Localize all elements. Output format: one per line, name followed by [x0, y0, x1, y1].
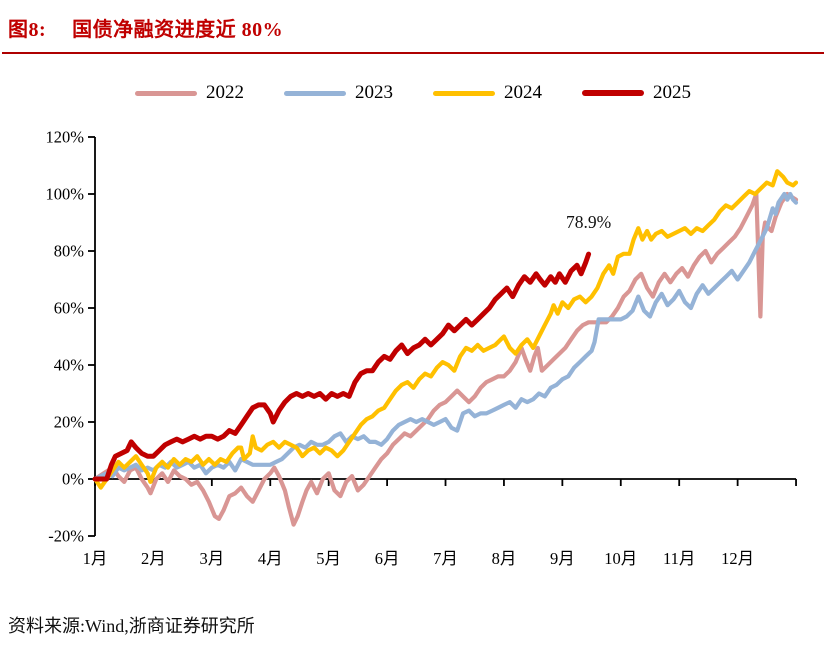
- figure-number: 图8:: [8, 19, 47, 41]
- legend-item-2025: 2025: [582, 82, 691, 104]
- x-axis-label: 7月: [433, 549, 458, 568]
- legend-line-icon: [582, 90, 644, 96]
- y-axis-label: 100%: [46, 185, 85, 204]
- chart-legend: 2022 2023 2024 2025: [0, 82, 826, 104]
- figure-title: 图8: 国债净融资进度近 80%: [0, 0, 826, 42]
- line-chart: -20% 0% 20% 40% 60% 80% 100% 120% 1月 2月 3月 4月 5月 6月 7月…: [46, 128, 799, 568]
- series-line-2025: [92, 251, 592, 482]
- x-axis-label: 12月: [721, 549, 754, 568]
- figure-title-text: 国债净融资进度近 80%: [72, 19, 284, 41]
- x-axis-label: 9月: [550, 549, 575, 568]
- series-line-2023: [92, 191, 799, 482]
- legend-label: 2023: [355, 82, 393, 103]
- title-divider: [2, 52, 824, 54]
- legend-label: 2025: [653, 82, 691, 103]
- x-axis-label: 5月: [316, 549, 341, 568]
- series-line-2022: [92, 191, 799, 527]
- x-axis-label: 2月: [141, 549, 166, 568]
- x-axis-label: 11月: [663, 549, 695, 568]
- y-axis-label: 80%: [54, 242, 85, 261]
- x-axis-label: 3月: [199, 549, 224, 568]
- legend-item-2023: 2023: [284, 82, 393, 104]
- source-note: 资料来源:Wind,浙商证券研究所: [8, 616, 255, 636]
- series-line-2024: [92, 169, 799, 490]
- legend-line-icon: [433, 90, 495, 96]
- y-axis-label: 40%: [54, 356, 85, 375]
- x-axis-label: 8月: [492, 549, 517, 568]
- data-label-annotation: 78.9%: [566, 212, 611, 232]
- legend-line-icon: [284, 90, 346, 96]
- y-axis-label: 20%: [54, 413, 85, 432]
- chart-area: -20% 0% 20% 40% 60% 80% 100% 120% 1月 2月 3月 4月 5月 6月 7月…: [0, 112, 826, 582]
- y-axis-label: 120%: [46, 128, 85, 147]
- x-axis-label: 4月: [258, 549, 283, 568]
- legend-label: 2022: [206, 82, 244, 103]
- y-axis-label: 60%: [54, 299, 85, 318]
- legend-item-2024: 2024: [433, 82, 542, 104]
- legend-line-icon: [135, 90, 197, 96]
- legend-label: 2024: [504, 82, 542, 103]
- x-axis-label: 6月: [375, 549, 400, 568]
- x-axis-label: 1月: [83, 549, 108, 568]
- y-axis-label: -20%: [48, 527, 84, 546]
- legend-item-2022: 2022: [135, 82, 244, 104]
- y-axis-label: 0%: [62, 470, 84, 489]
- x-axis-label: 10月: [604, 549, 637, 568]
